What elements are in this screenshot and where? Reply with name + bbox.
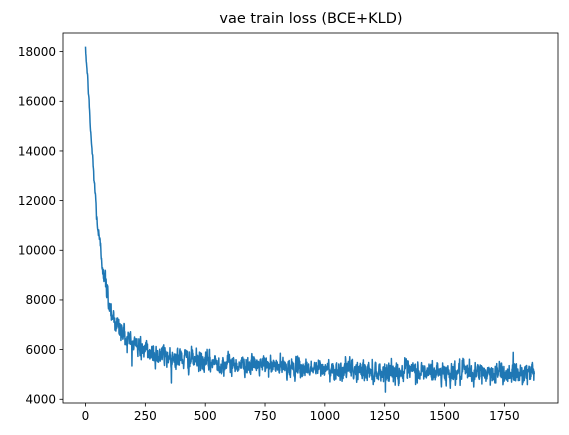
x-tick-label: 1500 (429, 409, 460, 423)
y-tick-label: 8000 (25, 293, 56, 307)
chart-title: vae train loss (BCE+KLD) (219, 11, 402, 27)
plot-frame (62, 32, 559, 404)
x-axis: 0 250 500 750 1000 1250 1500 1750 (82, 403, 520, 423)
y-tick-label: 12000 (18, 194, 56, 208)
x-tick-label: 1000 (310, 409, 341, 423)
x-tick-label: 250 (134, 409, 157, 423)
plot-area (84, 46, 536, 393)
y-tick-label: 14000 (18, 144, 56, 158)
x-tick-label: 0 (82, 409, 90, 423)
y-axis: 4000 6000 8000 10000 12000 14000 16000 18000 (18, 45, 63, 407)
x-tick-label: 500 (194, 409, 217, 423)
x-tick-label: 1750 (489, 409, 520, 423)
loss-series-line (84, 46, 536, 393)
y-tick-label: 18000 (18, 45, 56, 59)
y-tick-label: 16000 (18, 95, 56, 109)
x-tick-label: 750 (254, 409, 277, 423)
x-tick-label: 1250 (369, 409, 400, 423)
y-tick-label: 10000 (18, 244, 56, 258)
y-tick-label: 4000 (25, 393, 56, 407)
y-tick-label: 6000 (25, 343, 56, 357)
